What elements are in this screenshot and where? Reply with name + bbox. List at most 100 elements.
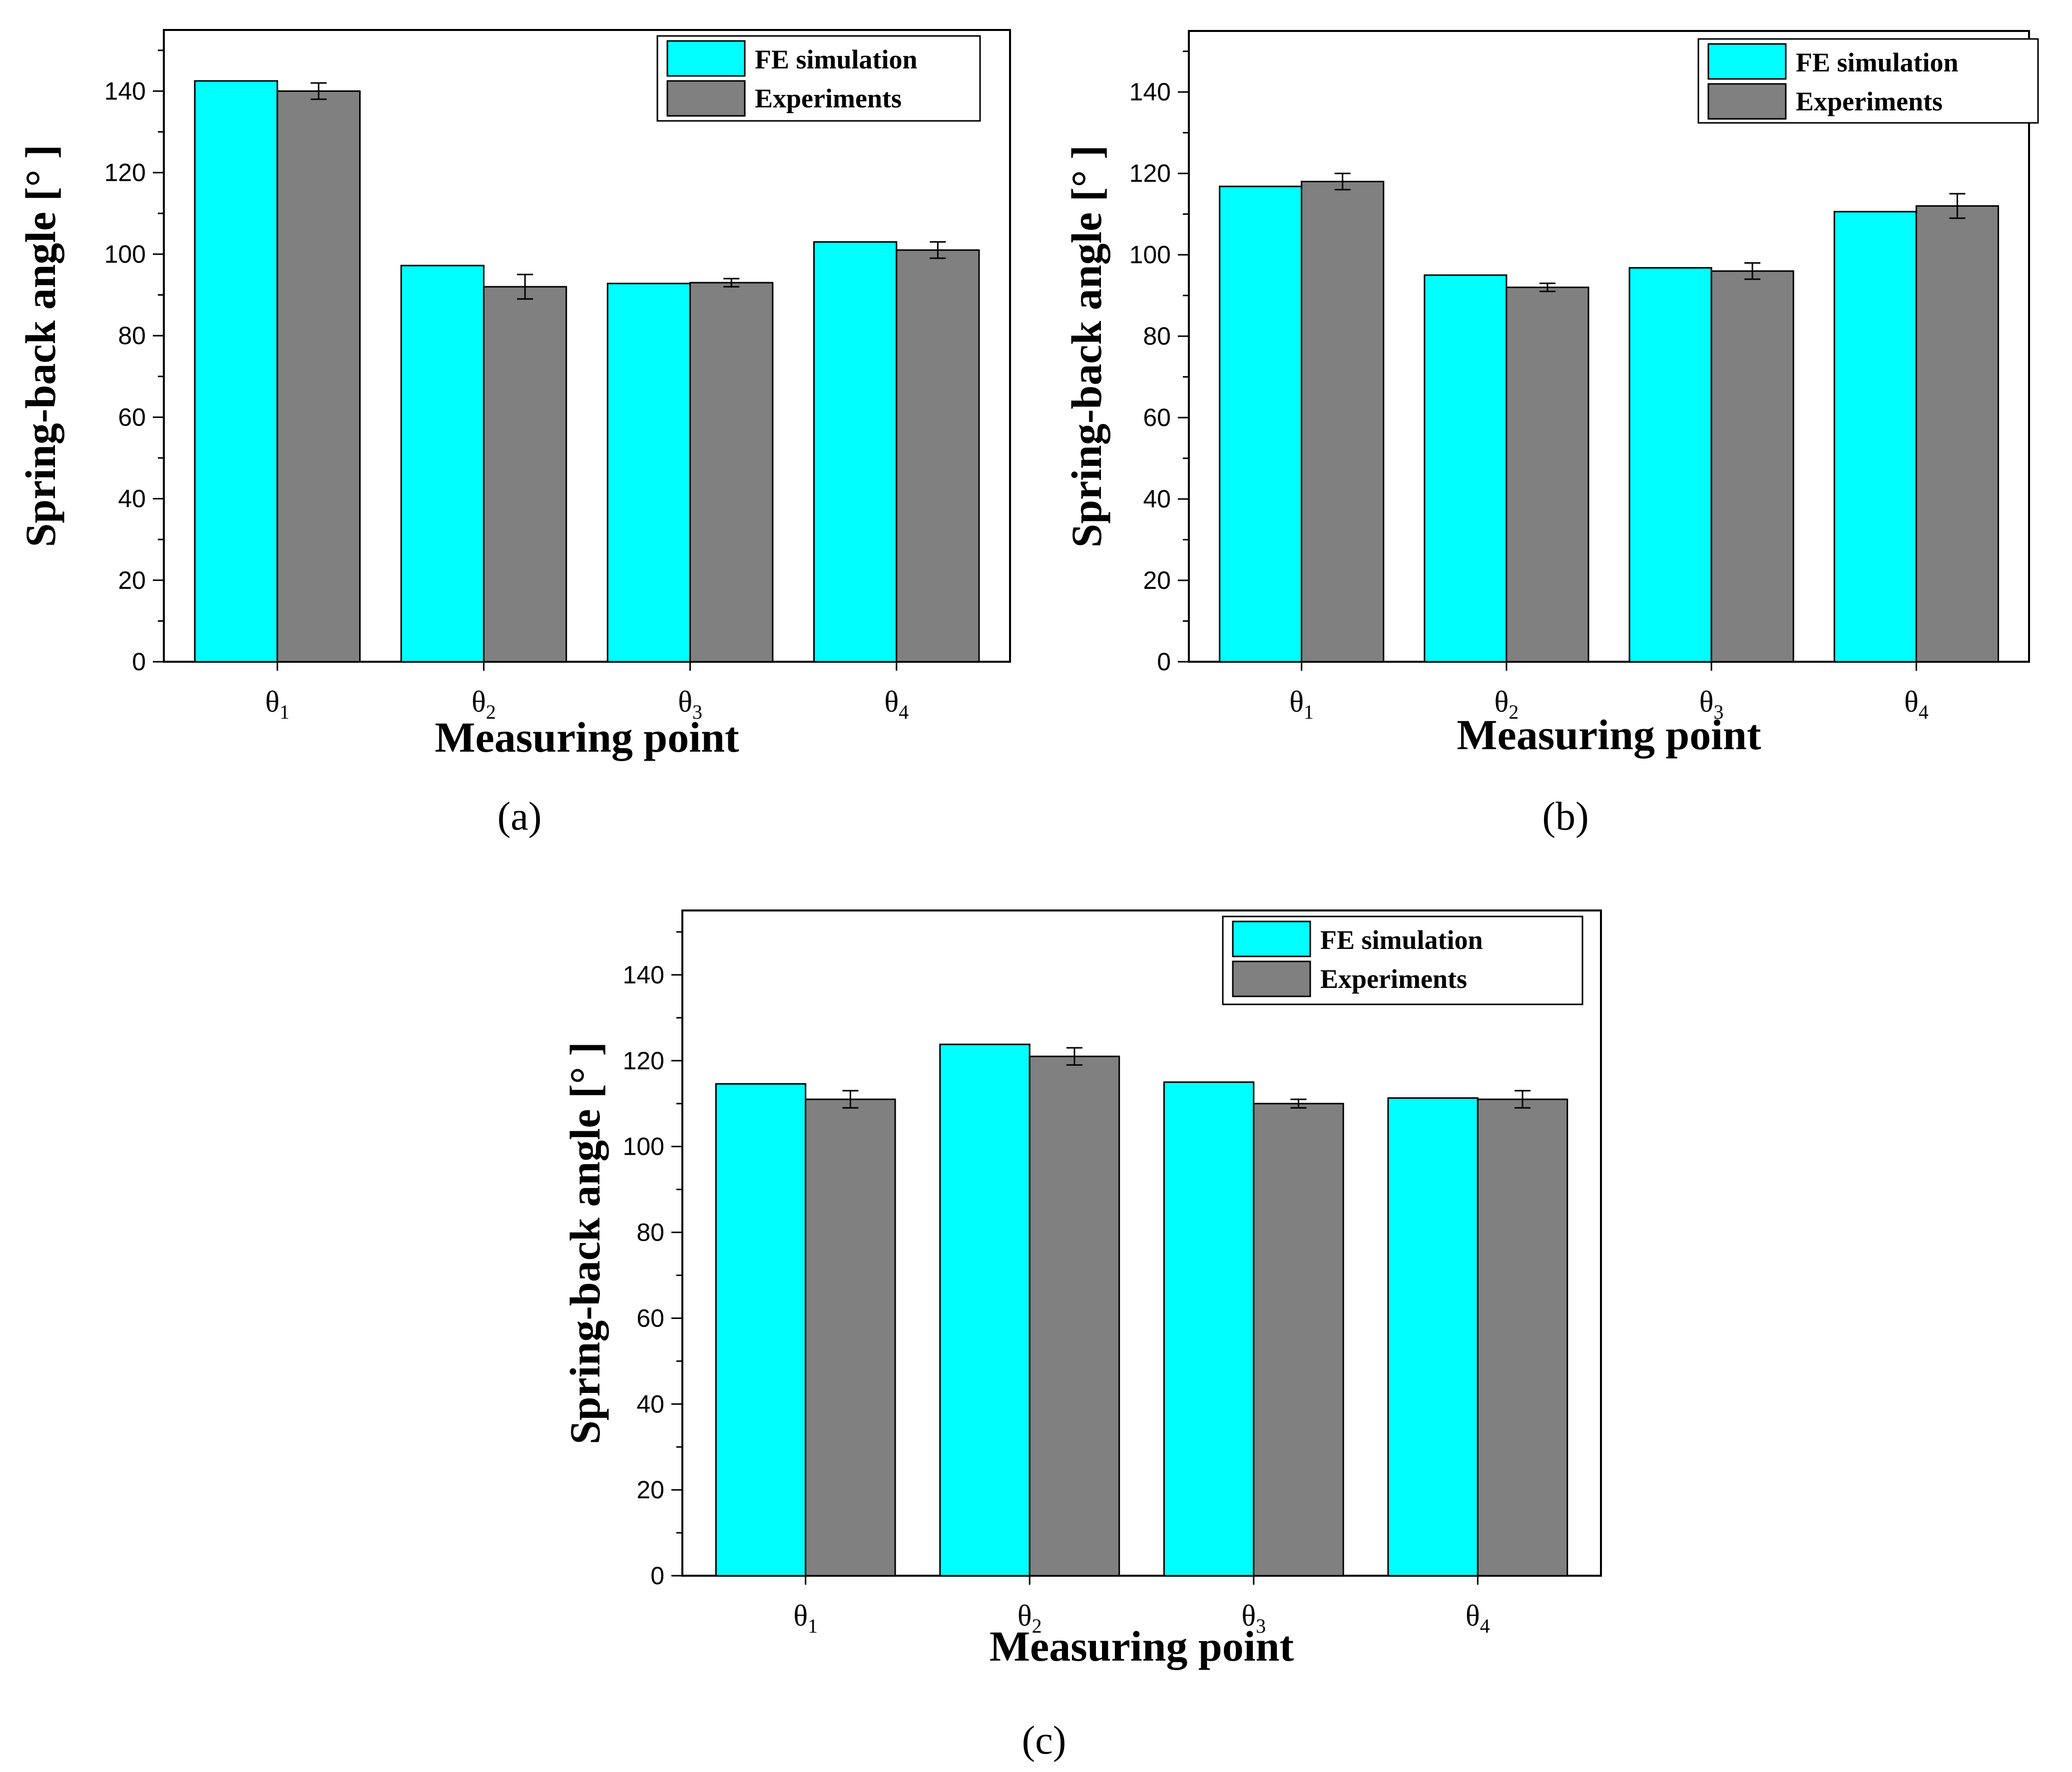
bar-fe-simulation [1833,211,1917,663]
x-axis-title: Measuring point [435,713,739,761]
legend-label-experiments: Experiments [755,83,902,113]
x-tick-label: θ2 [1018,1599,1042,1637]
bar-fe-simulation [1219,185,1303,663]
bar-experiments [1506,286,1589,663]
x-tick-label-subscript: 3 [1713,701,1723,723]
y-tick-label: 60 [1143,404,1171,432]
y-tick-label: 60 [636,1304,664,1332]
legend-label-experiments: Experiments [1320,964,1467,994]
y-tick-label: 0 [132,648,146,676]
legend-swatch-fe [1707,43,1787,80]
x-tick-label-base: θ [472,685,486,718]
bar-experiments [689,282,774,663]
y-tick-label: 20 [636,1476,664,1504]
bar-fe-simulation [715,1083,807,1577]
y-tick-label: 80 [118,322,146,350]
y-tick-label: 100 [623,1133,664,1161]
x-tick-label-base: θ [1699,685,1714,718]
x-tick-label-base: θ [1466,1599,1480,1632]
y-tick-label: 140 [104,77,146,105]
x-tick-label-base: θ [793,1599,808,1632]
x-tick-label-subscript: 3 [1256,1615,1266,1637]
x-tick-label-base: θ [1241,1599,1256,1632]
x-axis-title: Measuring point [1457,711,1761,759]
chart-panel-b: θ1 θ2 θ3 θ4 0 20 40 60 80 100 120 140 Measuring poin… [1036,0,2072,869]
bar-experiments [483,286,567,663]
x-tick-label-base: θ [1018,1599,1032,1632]
panel-label-a: (a) [497,795,542,839]
bar-experiments [1253,1103,1344,1577]
bar-fe-simulation [813,241,898,663]
y-tick-label: 40 [1143,485,1171,513]
x-tick-label: θ3 [1699,685,1724,723]
x-tick-label: θ4 [1466,1599,1490,1637]
x-tick-label-subscript: 1 [1304,701,1314,723]
bar-fe-simulation [939,1043,1031,1577]
y-tick-label: 40 [118,485,146,513]
chart-panel-a: θ1 θ2 θ3 θ4 0 20 40 60 80 100 120 140 Measuring poin… [0,0,1036,869]
x-tick-label-subscript: 2 [1032,1615,1042,1637]
bar-fe-simulation [400,265,485,663]
y-tick-label: 20 [1143,566,1171,594]
plot-frame [163,29,1011,663]
y-tick-label: 120 [623,1047,664,1075]
y-tick-label: 60 [118,403,146,431]
x-tick-label-base: θ [1289,685,1304,718]
y-tick-label: 100 [104,240,146,268]
chart-panel-c: θ1 θ2 θ3 θ4 0 20 40 60 80 100 120 140 Measuring poin… [534,889,1633,1772]
x-axis-title: Measuring point [990,1622,1294,1670]
y-tick-label: 80 [1143,322,1171,350]
legend-swatch-fe [1232,920,1311,957]
x-tick-label: θ3 [678,685,702,723]
x-tick-label: θ2 [472,685,496,723]
y-tick-label: 140 [623,961,664,989]
y-tick-label: 40 [636,1390,664,1418]
x-tick-label: θ1 [1289,685,1314,723]
y-tick-label: 120 [104,159,146,187]
x-tick-label-subscript: 3 [692,701,702,723]
x-tick-label-subscript: 4 [1480,1615,1490,1637]
x-tick-label-subscript: 1 [280,701,290,723]
bar-experiments [1915,205,1999,663]
legend-label-fe: FE simulation [1320,925,1483,955]
plot-frame [681,909,1602,1577]
bar-fe-simulation [1628,267,1712,663]
bar-experiments [1477,1098,1568,1577]
legend-swatch-experiments [666,80,746,117]
x-tick-label-base: θ [1495,685,1509,718]
bar-experiments [1301,180,1385,663]
y-tick-label: 100 [1129,241,1171,269]
panel-label-b: (b) [1542,795,1589,839]
y-tick-label: 120 [1129,159,1171,187]
bar-fe-simulation [1163,1081,1255,1577]
y-tick-label: 0 [1157,648,1171,676]
x-tick-label-subscript: 4 [899,701,909,723]
legend-label-fe: FE simulation [1796,47,1959,77]
panel-label-c: (c) [1022,1719,1066,1763]
x-tick-label-subscript: 1 [808,1615,818,1637]
plot-frame [1188,30,2030,663]
x-tick-label: θ1 [265,685,290,723]
bar-experiments [805,1098,896,1577]
y-axis-title: Spring-back angle [° ] [561,1042,609,1444]
legend-swatch-fe [666,40,746,77]
bar-experiments [1710,270,1794,663]
legend-label-fe: FE simulation [755,44,918,74]
x-tick-label-base: θ [678,685,692,718]
x-tick-label: θ3 [1241,1599,1266,1637]
bar-experiments [276,90,361,663]
x-tick-label-subscript: 2 [486,701,496,723]
legend-label-experiments: Experiments [1796,86,1943,116]
x-tick-label: θ4 [884,685,909,723]
y-axis-title: Spring-back angle [° ] [1062,145,1110,547]
x-tick-label-subscript: 4 [1919,701,1929,723]
x-tick-label: θ1 [793,1599,818,1637]
legend-swatch-experiments [1232,960,1311,997]
bar-experiments [896,249,980,663]
x-tick-label-base: θ [265,685,280,718]
y-tick-label: 80 [636,1219,664,1247]
x-tick-label-base: θ [884,685,899,718]
